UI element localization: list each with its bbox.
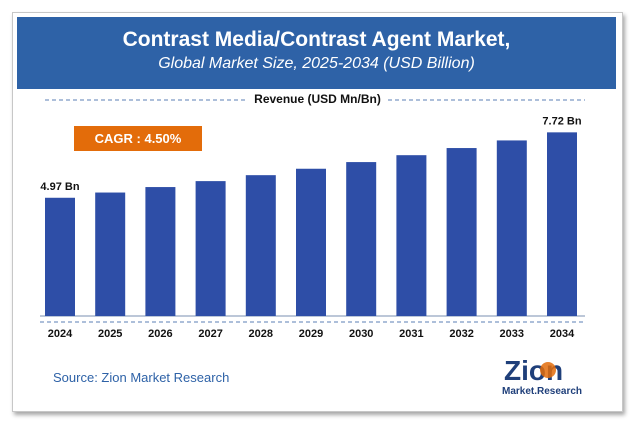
data-label-2034: 7.72 Bn (542, 115, 581, 127)
bar-2025 (95, 192, 126, 316)
x-tick-label-2031: 2031 (399, 328, 423, 340)
x-tick-label-2029: 2029 (299, 328, 323, 340)
data-label-2024: 4.97 Bn (40, 181, 79, 193)
x-tick-label-2024: 2024 (48, 328, 73, 340)
x-tick-label-2026: 2026 (148, 328, 172, 340)
bar-2029 (296, 168, 326, 316)
x-tick-label-2027: 2027 (198, 328, 222, 340)
bar-2027 (195, 181, 226, 316)
bar-2032 (446, 148, 477, 316)
revenue-label-text: Revenue (USD Mn/Bn) (248, 92, 387, 106)
bar-2031 (396, 155, 427, 316)
x-tick-label-2028: 2028 (249, 328, 273, 340)
chart-title: Contrast Media/Contrast Agent Market, (122, 28, 511, 51)
bar-2026 (145, 187, 176, 316)
x-tick-label-2030: 2030 (349, 328, 373, 340)
bar-2024 (45, 197, 75, 316)
zion-logo: Zion Market.Research (502, 355, 582, 397)
bar-2033 (496, 140, 527, 316)
revenue-label: Revenue (USD Mn/Bn) (0, 92, 635, 106)
x-tick-label-2032: 2032 (449, 328, 473, 340)
bar-2030 (346, 162, 377, 316)
source-text: Source: Zion Market Research (53, 370, 230, 385)
x-tick-label-2033: 2033 (500, 328, 524, 340)
x-tick-label-2025: 2025 (98, 328, 122, 340)
bars-group: 2024 4.97 Bn 2025 2026 2027 2028 2029 2030 2031 2… (40, 115, 581, 340)
chart-subtitle: Global Market Size, 2025-2034 (USD Billi… (158, 55, 475, 72)
logo-globe-icon (540, 362, 556, 378)
chart-header: Contrast Media/Contrast Agent Market, Gl… (17, 17, 616, 89)
x-tick-label-2034: 2034 (550, 328, 575, 340)
cagr-badge: CAGR : 4.50% (74, 126, 202, 151)
bar-2028 (245, 175, 276, 316)
bar-2034 (547, 132, 577, 316)
logo-sub: Market.Research (502, 386, 582, 397)
